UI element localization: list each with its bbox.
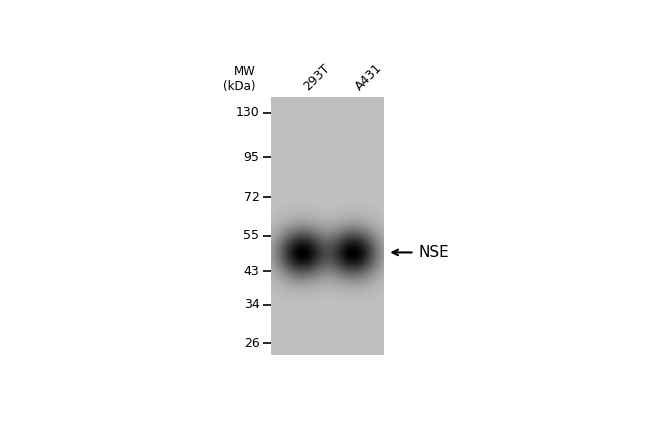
Text: 55: 55 (244, 230, 259, 242)
Text: NSE: NSE (419, 245, 449, 260)
Text: 34: 34 (244, 298, 259, 311)
Bar (271, 97, 384, 355)
Text: 130: 130 (236, 106, 259, 119)
Text: 95: 95 (244, 151, 259, 164)
Text: A431: A431 (353, 61, 385, 93)
Text: 293T: 293T (302, 62, 333, 93)
Text: 72: 72 (244, 191, 259, 204)
Text: MW
(kDa): MW (kDa) (223, 65, 255, 93)
Text: 26: 26 (244, 337, 259, 350)
Text: 43: 43 (244, 265, 259, 278)
